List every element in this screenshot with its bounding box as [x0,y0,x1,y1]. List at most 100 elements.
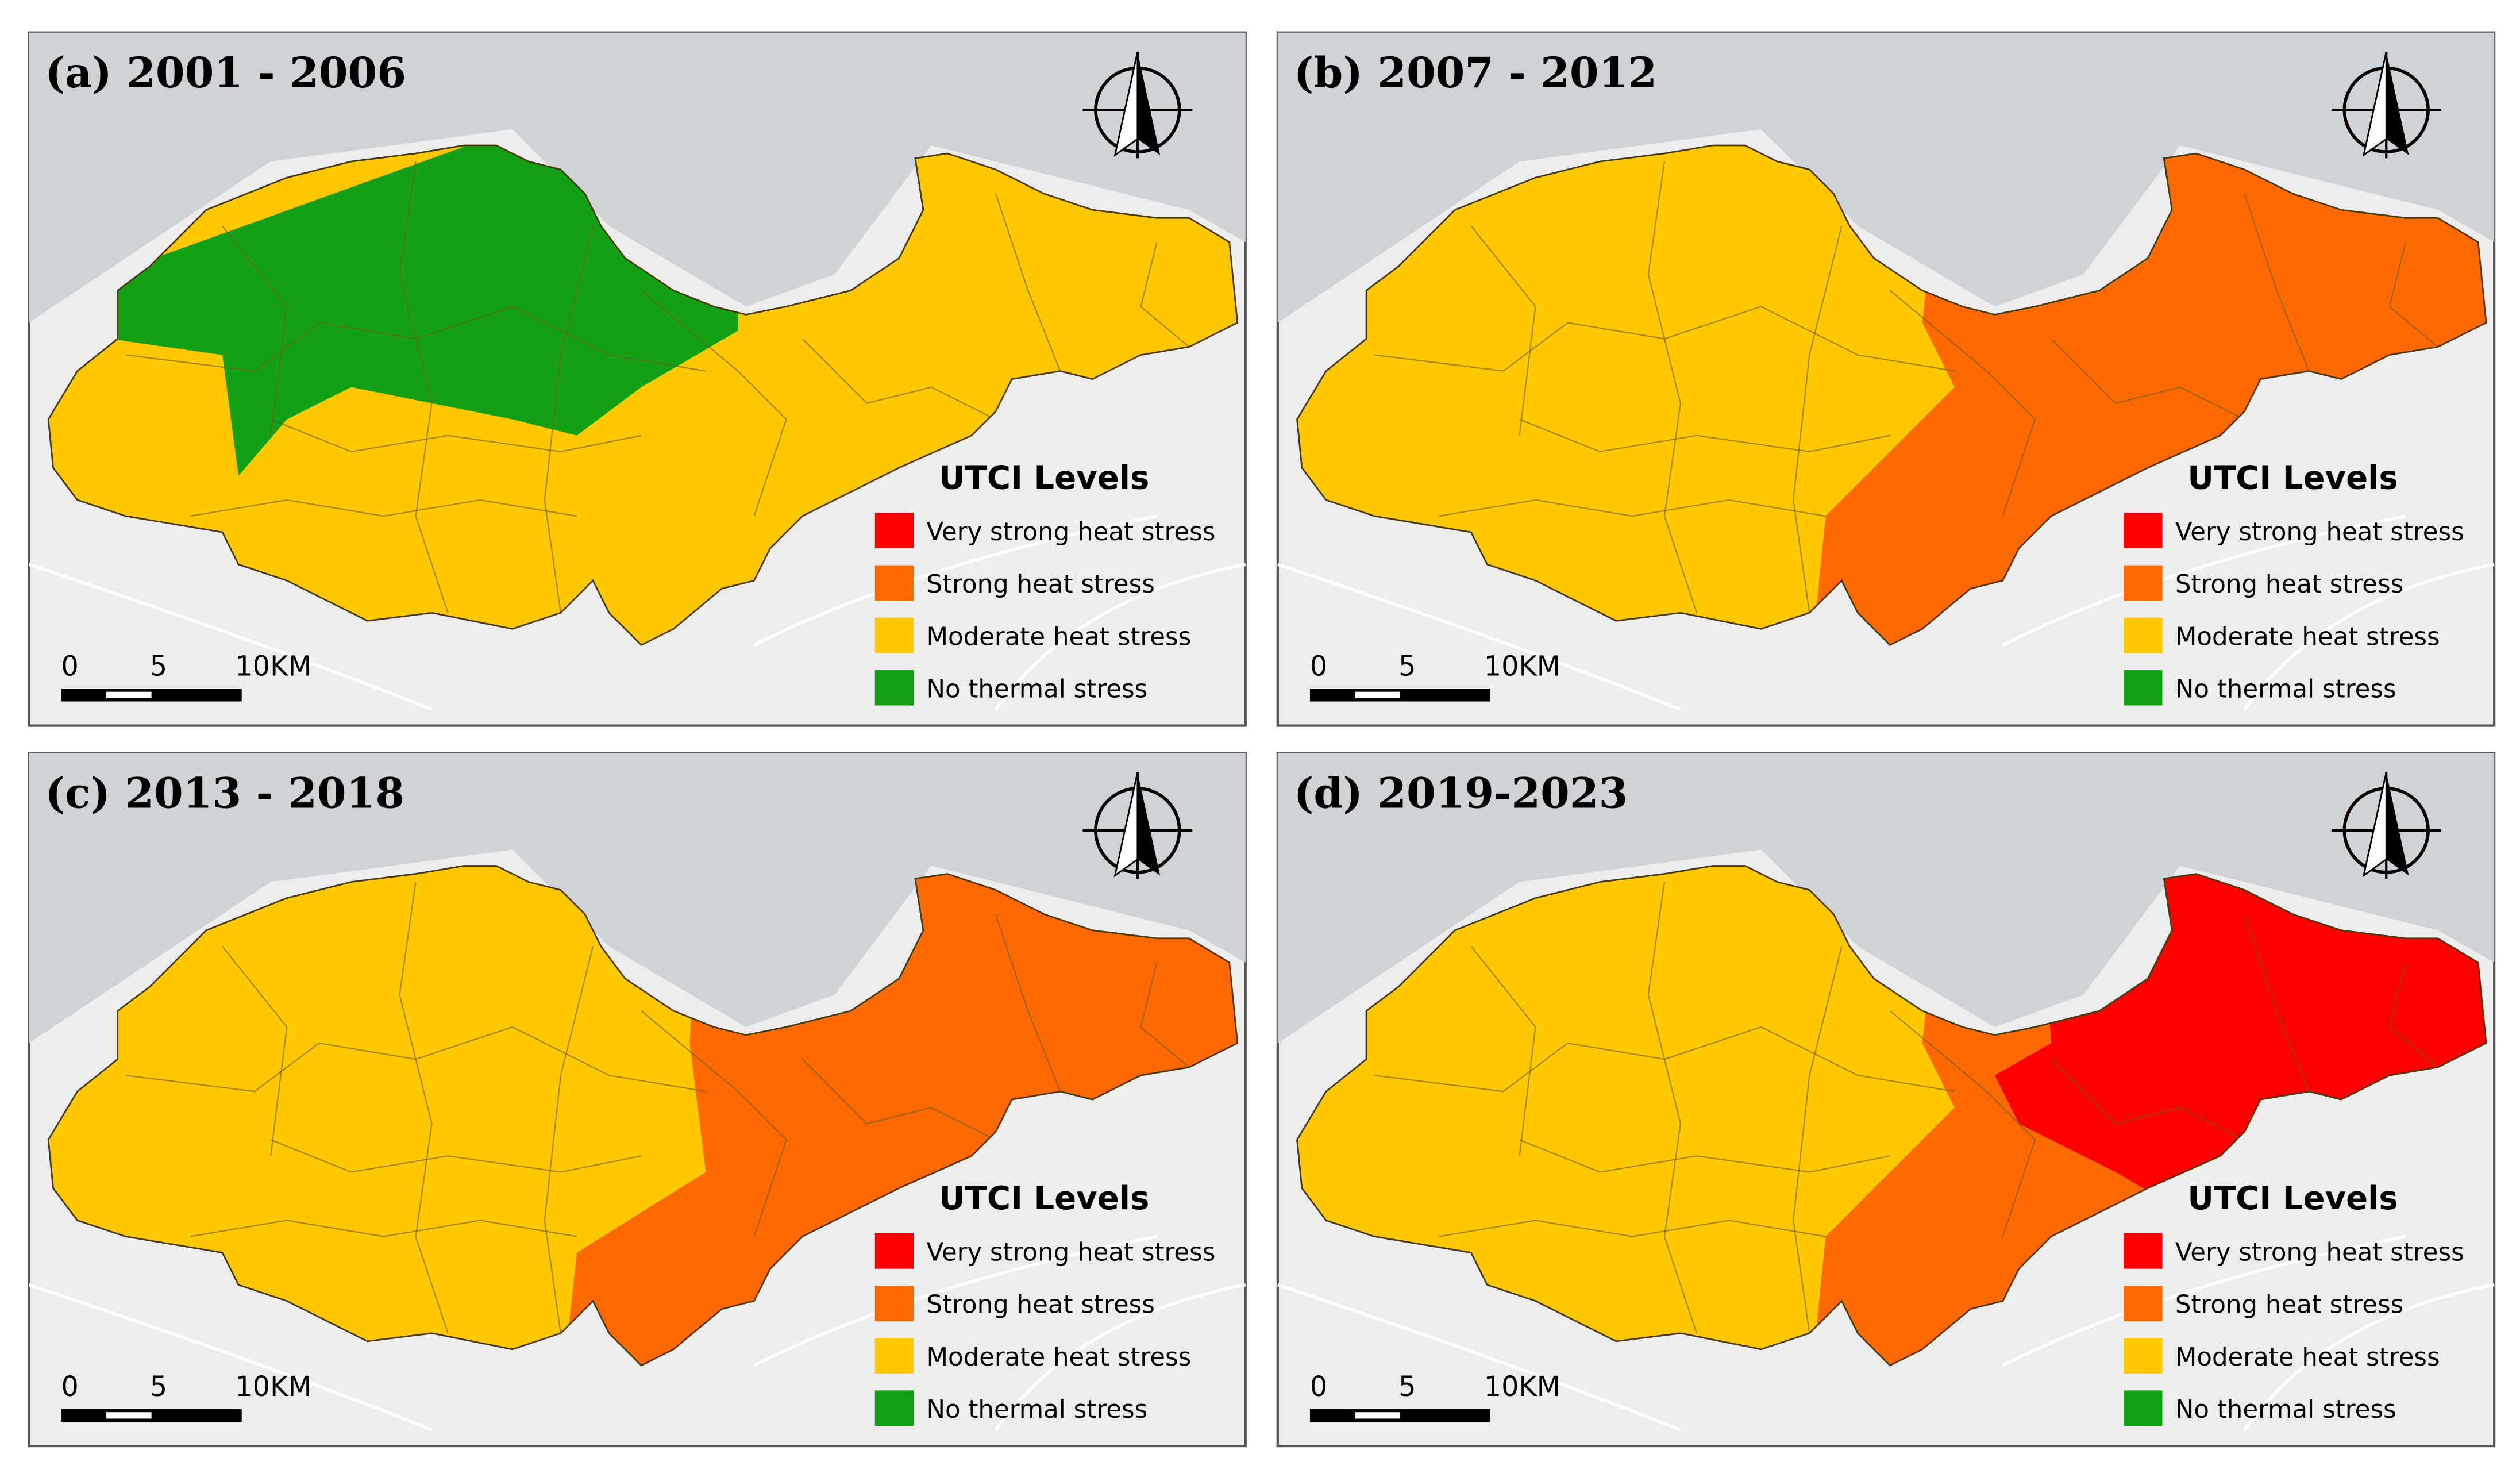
legend-label: Strong heat stress [2175,570,2403,599]
legend-label: Moderate heat stress [2175,1343,2440,1372]
map-panel: (b) 2007 - 2012 UTCI Levels Very strong he… [1276,31,2496,727]
district-border [190,499,577,517]
district-border [399,161,449,613]
legend-title: UTCI Levels [2187,459,2398,497]
district-border [641,1010,787,1237]
road [2243,1283,2495,1431]
legend-label: Moderate heat stress [927,622,1192,651]
panel-title: (a) 2001 - 2006 [45,49,406,98]
map-panel: (d) 2019-2023 UTCI Levels Very strong heat… [1276,752,2496,1448]
district-border [1439,499,1826,517]
panel-title: (d) 2019-2023 [1294,770,1628,818]
legend-swatch [2124,617,2163,653]
city-outline [47,144,1239,647]
district-border [1647,882,1698,1334]
legend-label: Very strong heat stress [2175,518,2464,547]
district-border [222,225,288,436]
arrow [2362,52,2387,157]
map-panel: (c) 2013 - 2018 UTCI Levels Very strong he… [28,752,1247,1448]
legend-swatch [874,565,914,601]
road [1277,1283,1681,1432]
legend-swatch [2124,1286,2163,1321]
north-arrow [2331,772,2441,879]
district-border [1470,946,1536,1156]
road [994,1283,1246,1431]
scale-label: 0 [1310,1371,1327,1403]
legend-label: Very strong heat stress [927,1238,1216,1267]
road [2002,1234,2406,1367]
district-border [544,946,594,1333]
legend-title: UTCI Levels [939,1180,1149,1217]
district-border [2051,338,2245,420]
road [28,563,433,711]
scale-label: 10KM [235,1371,311,1403]
district-border [1647,161,1698,613]
road [1277,563,1681,711]
city-outline [1296,144,2487,647]
legend-label: Strong heat stress [927,1291,1155,1320]
district-border [222,946,288,1156]
arrow [1113,52,1139,157]
district-border [1470,225,1536,436]
legend-swatch [2124,513,2163,549]
district-border [1439,1220,1826,1237]
district-border [1519,1139,1890,1173]
district-border [2051,1059,2245,1141]
sea [29,753,1246,1044]
district-border [1793,225,1843,613]
district-border [641,290,787,517]
scale-label: 5 [150,651,167,683]
legend-label: Moderate heat stress [927,1343,1192,1372]
district-border [2388,962,2438,1068]
panel-title: (b) 2007 - 2012 [1294,49,1657,98]
legend-swatch [2124,565,2163,601]
district-border [2244,193,2310,372]
road [28,1283,433,1432]
district-border [270,418,642,452]
legend-swatch [2124,1233,2163,1269]
panel-title: (c) 2013 - 2018 [45,770,405,818]
legend-label: No thermal stress [927,1395,1148,1424]
district-border [1519,418,1890,452]
road [994,563,1246,711]
arrow [1137,52,1161,155]
scale-bar [106,1412,152,1419]
arrow [2386,772,2409,876]
scale-bar [1355,691,1400,698]
district-border [995,914,1061,1092]
scale-label: 5 [1398,1371,1416,1403]
legend-label: Very strong heat stress [927,518,1216,547]
legend-swatch [2124,1390,2163,1426]
arrow [1113,772,1139,878]
district-border [1889,1010,2036,1237]
legend-swatch [874,1338,914,1374]
legend-label: No thermal stress [2175,675,2396,703]
arrow [2386,52,2409,155]
legend-label: No thermal stress [2175,1395,2396,1424]
district-border [995,193,1061,372]
district-border [2244,914,2310,1092]
scale-label: 10KM [1484,1371,1560,1403]
legend-swatch [874,1233,914,1269]
scale-label: 0 [61,1371,79,1403]
district-border [802,1059,996,1141]
district-border [2388,241,2438,348]
scale-label: 0 [61,651,79,683]
scale-label: 0 [1310,651,1327,683]
legend-swatch [2124,1338,2163,1374]
district-border [802,338,996,420]
legend-label: Strong heat stress [2175,1291,2403,1320]
road [2002,514,2406,647]
scale-bar [106,691,152,698]
road [2243,563,2495,711]
north-arrow [1082,52,1193,159]
city-outline [1296,865,2487,1367]
district-border [1140,962,1190,1068]
city-map [48,145,1238,645]
legend-swatch [874,670,914,706]
district-border [190,1220,577,1237]
district-border [399,882,449,1334]
scale-label: 10KM [235,651,311,683]
city-outline [47,865,1239,1367]
legend-label: Very strong heat stress [2175,1238,2464,1267]
